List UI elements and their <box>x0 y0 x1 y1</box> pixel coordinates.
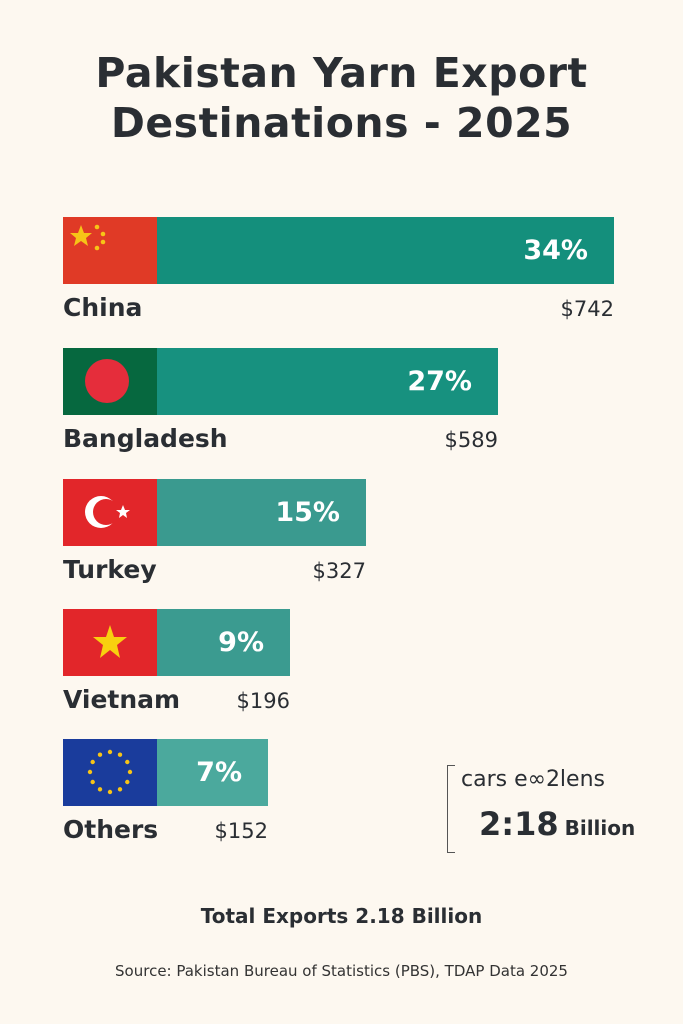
percent-label: 15% <box>275 497 340 528</box>
bracket-divider <box>447 765 455 853</box>
china-flag-icon <box>63 217 157 284</box>
logo-amount: 2:18 <box>479 805 559 843</box>
vietnam-flag-icon <box>63 609 157 676</box>
percent-label: 27% <box>407 366 472 397</box>
bar: 9% <box>157 609 290 676</box>
value-label: $742 <box>560 297 614 321</box>
percent-label: 9% <box>218 627 264 658</box>
bar-row-turkey: 15% Turkey $327 <box>63 479 623 584</box>
bar-row-bangladesh: 27% Bangladesh $589 <box>63 348 623 453</box>
source-note: Source: Pakistan Bureau of Statistics (P… <box>115 962 568 980</box>
logo-unit: Billion <box>564 816 636 840</box>
bar: 34% <box>157 217 614 284</box>
bangladesh-flag-icon <box>63 348 157 415</box>
bar-row-others: 7% Others $152 <box>63 739 623 844</box>
turkey-flag-icon <box>63 479 157 546</box>
category-label: Bangladesh <box>63 424 228 453</box>
category-label: Vietnam <box>63 685 181 714</box>
bar-row-vietnam: 9% Vietnam $196 <box>63 609 623 714</box>
bar: 15% <box>157 479 366 546</box>
percent-label: 7% <box>196 757 242 788</box>
chart-title: Pakistan Yarn Export Destinations - 2025 <box>95 49 588 147</box>
bar: 7% <box>157 739 268 806</box>
logo-total: 2:18 Billion <box>479 805 635 843</box>
value-label: $589 <box>444 428 498 452</box>
category-label: Others <box>63 815 159 844</box>
value-label: $152 <box>214 819 268 843</box>
bar-row-china: 34% China $742 <box>63 217 623 322</box>
category-label: Turkey <box>63 555 157 584</box>
total-exports: Total Exports 2.18 Billion <box>200 904 483 928</box>
logo-text: cars e∞2lens <box>461 767 605 792</box>
value-label: $327 <box>312 559 366 583</box>
category-label: China <box>63 293 143 322</box>
percent-label: 34% <box>523 235 588 266</box>
logo: cars e∞2lens 2:18 Billion <box>447 765 637 853</box>
value-label: $196 <box>236 689 290 713</box>
eu-flag-icon <box>63 739 157 806</box>
bar: 27% <box>157 348 498 415</box>
